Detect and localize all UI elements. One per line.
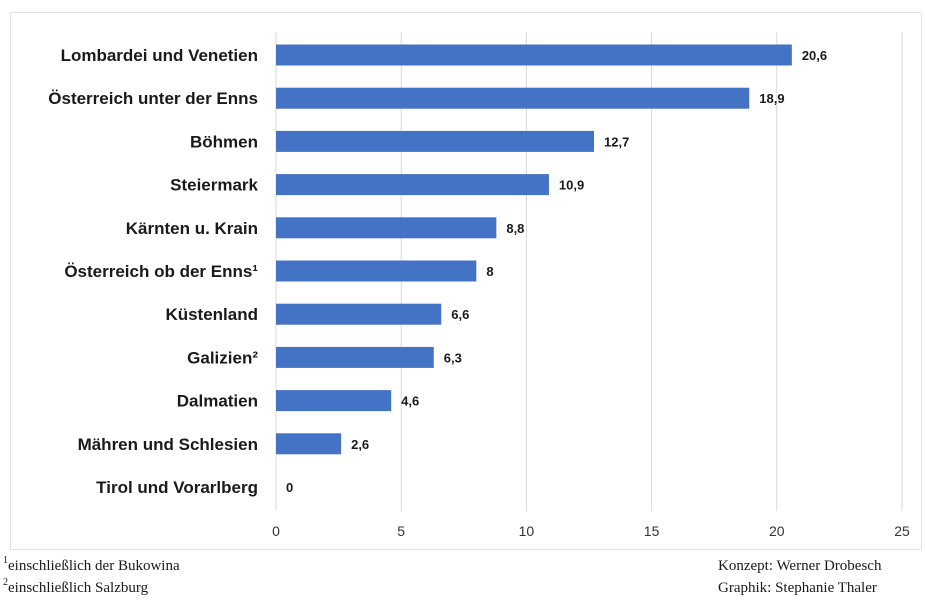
bar (276, 390, 392, 412)
category-label: Galizien² (187, 348, 258, 367)
x-tick-label: 5 (397, 523, 405, 539)
category-label: Steiermark (170, 176, 258, 195)
value-label: 6,3 (444, 350, 462, 365)
footnote-2-text: einschließlich Salzburg (8, 580, 149, 596)
chart-frame (10, 12, 922, 550)
value-label: 4,6 (401, 394, 419, 409)
bar (276, 303, 442, 325)
x-tick-label: 20 (769, 523, 785, 539)
category-label: Mähren und Schlesien (78, 435, 258, 454)
x-tick-label: 10 (519, 523, 535, 539)
value-label: 2,6 (351, 437, 369, 452)
bar (276, 174, 549, 196)
footnote-1: 1einschließlich der Bukowina (3, 555, 180, 575)
bar (276, 44, 792, 66)
value-label: 8 (486, 264, 493, 279)
category-label: Kärnten u. Krain (126, 219, 258, 238)
footnote-2-mark: 2 (3, 577, 8, 588)
bar (276, 346, 434, 368)
value-label: 8,8 (506, 221, 524, 236)
value-label: 0 (286, 480, 293, 495)
value-label: 6,6 (451, 307, 469, 322)
category-label: Lombardei und Venetien (61, 46, 258, 65)
x-tick-label: 15 (644, 523, 660, 539)
bar (276, 130, 595, 152)
category-label: Österreich ob der Enns¹ (64, 262, 258, 281)
footnote-2: 2einschließlich Salzburg (3, 577, 149, 597)
bar (276, 433, 342, 455)
footnote-1-text: einschließlich der Bukowina (8, 558, 180, 574)
credit-concept: Konzept: Werner Drobesch (718, 558, 882, 574)
bar (276, 87, 750, 109)
bar (276, 217, 497, 239)
value-label: 20,6 (802, 48, 827, 63)
x-tick-label: 0 (272, 523, 280, 539)
value-label: 18,9 (759, 91, 784, 106)
bar (276, 260, 477, 282)
category-label: Tirol und Vorarlberg (96, 478, 258, 497)
x-tick-label: 25 (894, 523, 910, 539)
category-label: Österreich unter der Enns (48, 89, 258, 108)
value-label: 10,9 (559, 178, 584, 193)
category-label: Böhmen (190, 132, 258, 151)
category-label: Dalmatien (177, 392, 258, 411)
category-label: Küstenland (165, 305, 258, 324)
credit-graphic: Graphik: Stephanie Thaler (718, 580, 877, 596)
value-label: 12,7 (604, 134, 629, 149)
footnote-1-mark: 1 (3, 555, 8, 566)
